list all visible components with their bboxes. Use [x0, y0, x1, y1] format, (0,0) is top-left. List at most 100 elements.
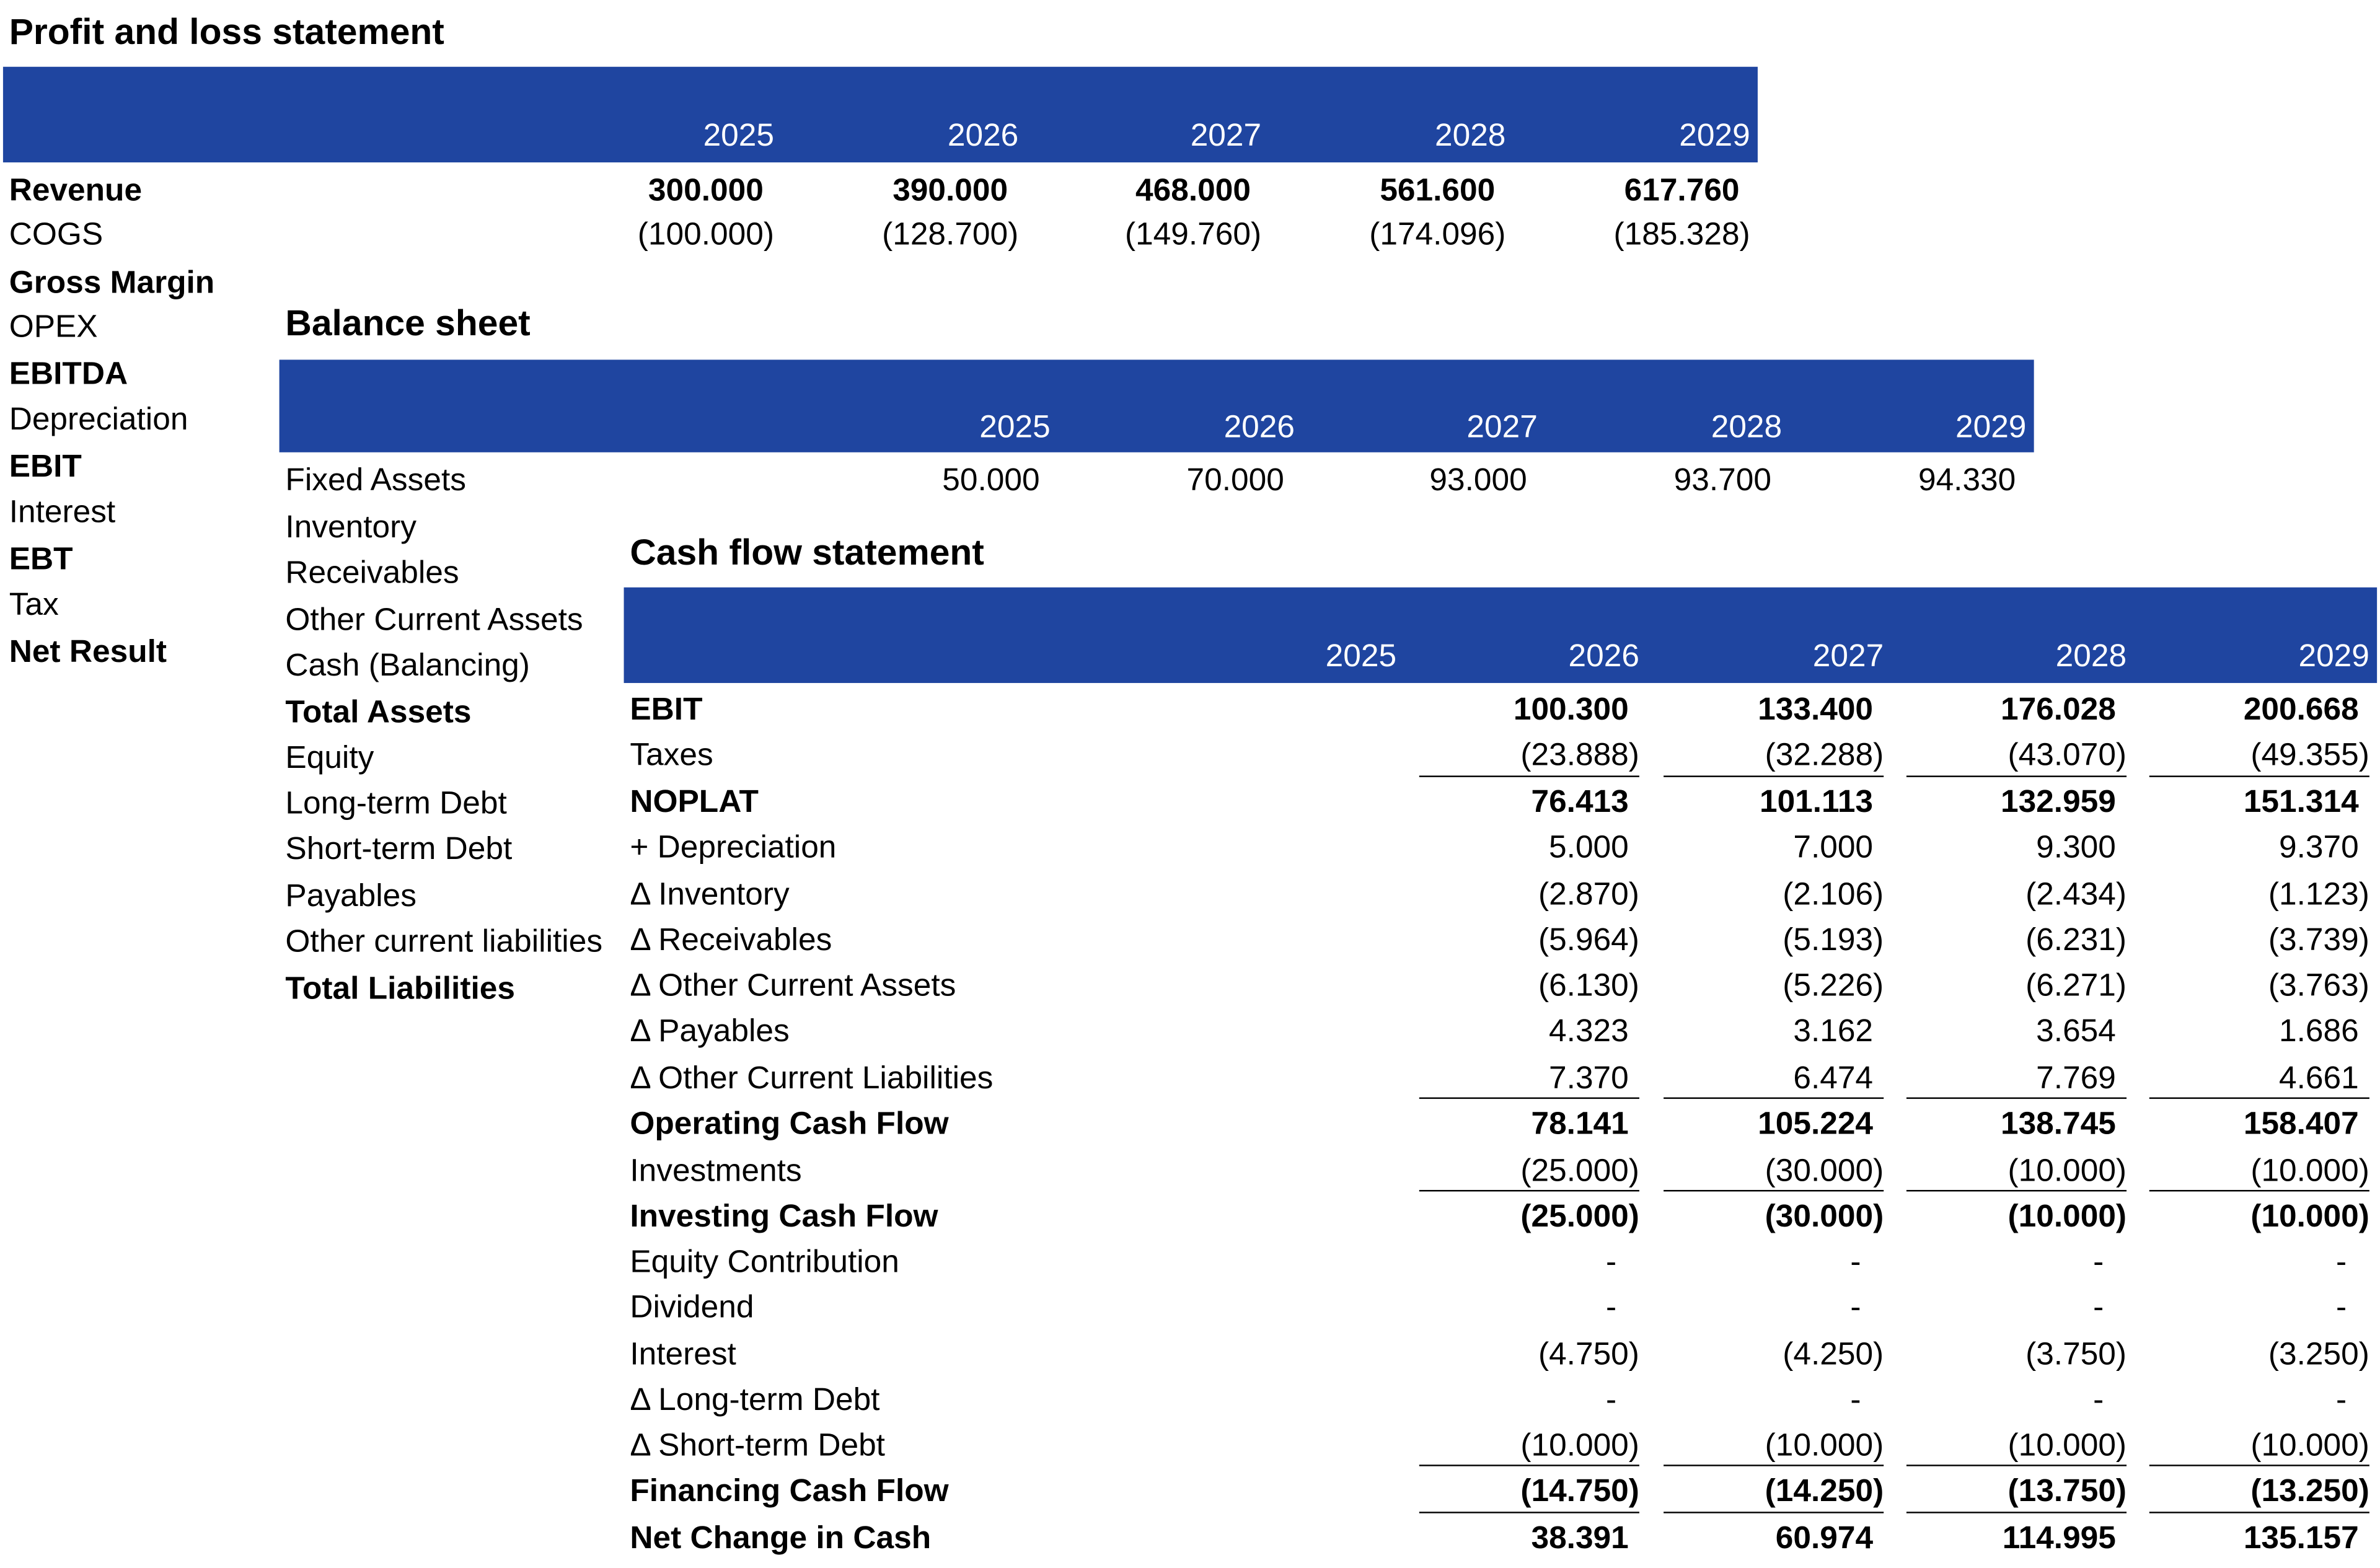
cell-value: 151.314: [2243, 785, 2359, 820]
row-label: NOPLAT: [630, 785, 759, 820]
year-header: 2028: [1434, 118, 1506, 154]
cell-value: -: [2093, 1290, 2104, 1325]
cell-value: -: [2336, 1244, 2347, 1280]
row-label: Revenue: [9, 173, 143, 208]
cell-value: -: [2336, 1383, 2347, 1418]
cell-value: (43.070): [2008, 738, 2127, 773]
year-header: 2028: [2055, 639, 2127, 674]
row-label: Receivables: [285, 555, 459, 591]
cell-value: (3.250): [2268, 1337, 2369, 1372]
cell-value: (25.000): [1520, 1153, 1639, 1189]
cell-value: (149.760): [1124, 217, 1262, 252]
row-label: Fixed Assets: [285, 462, 466, 498]
year-header: 2029: [2298, 639, 2369, 674]
header-bar: [279, 359, 2034, 452]
cell-value: (14.750): [1520, 1473, 1639, 1509]
cell-value: 9.370: [2279, 830, 2359, 865]
cell-value: -: [2336, 1290, 2347, 1325]
cell-value: (3.750): [2025, 1337, 2127, 1372]
rule: [1664, 775, 1884, 777]
year-header: 2029: [1955, 410, 2027, 445]
year-header: 2028: [1711, 410, 1783, 445]
cell-value: 94.330: [1918, 462, 2016, 498]
row-label: Inventory: [285, 509, 416, 545]
cell-value: 390.000: [892, 173, 1008, 208]
row-label: Equity: [285, 741, 374, 776]
cell-value: 5.000: [1549, 830, 1629, 865]
cell-value: (1.123): [2268, 877, 2369, 912]
cell-value: (23.888): [1520, 738, 1639, 773]
cell-value: 60.974: [1775, 1520, 1874, 1556]
row-label: Total Assets: [285, 695, 472, 730]
row-label: Short-term Debt: [285, 832, 513, 867]
rule: [1419, 1512, 1639, 1513]
cell-value: (6.130): [1538, 968, 1639, 1003]
row-label: Financing Cash Flow: [630, 1473, 949, 1509]
row-label: Interest: [630, 1337, 736, 1372]
year-header: 2026: [1223, 410, 1295, 445]
cell-value: 76.413: [1531, 785, 1629, 820]
cell-value: 1.686: [2279, 1013, 2359, 1049]
cell-value: (10.000): [1520, 1428, 1639, 1463]
rule: [1906, 1464, 2127, 1466]
cell-value: 135.157: [2243, 1520, 2359, 1556]
panel-background: [624, 525, 2380, 1568]
row-label: Δ Other Current Liabilities: [630, 1060, 994, 1096]
cell-value: -: [1606, 1244, 1617, 1280]
row-label: Other Current Assets: [285, 602, 583, 638]
cell-value: 4.323: [1549, 1013, 1629, 1049]
cell-value: 100.300: [1513, 692, 1629, 728]
year-header: 2027: [1812, 639, 1884, 674]
row-label: EBIT: [9, 449, 82, 485]
cell-value: (2.434): [2025, 877, 2127, 912]
cell-value: 93.700: [1673, 462, 1771, 498]
row-label: + Depreciation: [630, 830, 837, 865]
cell-value: 4.661: [2279, 1060, 2359, 1096]
row-label: Dividend: [630, 1290, 754, 1325]
cell-value: (3.739): [2268, 922, 2369, 958]
row-label: Cash (Balancing): [285, 648, 530, 684]
cell-value: (10.000): [2008, 1199, 2127, 1235]
cell-value: (32.288): [1765, 738, 1884, 773]
row-label: COGS: [9, 217, 104, 252]
year-header: 2025: [703, 118, 774, 154]
cell-value: 70.000: [1186, 462, 1284, 498]
cell-value: -: [1606, 1290, 1617, 1325]
cell-value: (13.250): [2250, 1473, 2369, 1509]
cell-value: (49.355): [2250, 738, 2369, 773]
rule: [1419, 1190, 1639, 1192]
rule: [1664, 1097, 1884, 1099]
cell-value: 617.760: [1624, 173, 1740, 208]
rule: [1906, 1097, 2127, 1099]
cell-value: (4.250): [1783, 1337, 1884, 1372]
row-label: EBIT: [630, 692, 703, 728]
row-label: Tax: [9, 587, 59, 623]
cell-value: (10.000): [2250, 1153, 2369, 1189]
cell-value: 468.000: [1135, 173, 1251, 208]
row-label: Δ Long-term Debt: [630, 1383, 880, 1418]
cell-value: 50.000: [942, 462, 1040, 498]
row-label: Operating Cash Flow: [630, 1106, 949, 1142]
rule: [1419, 775, 1639, 777]
row-label: Investing Cash Flow: [630, 1199, 938, 1235]
cell-value: 101.113: [1759, 785, 1874, 820]
row-label: Payables: [285, 878, 416, 914]
cell-value: 7.000: [1793, 830, 1874, 865]
year-header: 2027: [1190, 118, 1262, 154]
cell-value: 158.407: [2243, 1106, 2359, 1142]
row-label: Depreciation: [9, 402, 188, 438]
cell-value: 9.300: [2036, 830, 2116, 865]
cell-value: (30.000): [1765, 1199, 1884, 1235]
row-label: Δ Receivables: [630, 922, 832, 958]
row-label: Δ Payables: [630, 1013, 790, 1049]
year-header: 2026: [947, 118, 1019, 154]
cell-value: 6.474: [1793, 1060, 1874, 1096]
year-header: 2025: [979, 410, 1051, 445]
rule: [1906, 775, 2127, 777]
row-label: EBT: [9, 542, 73, 577]
row-label: Total Liabilities: [285, 971, 515, 1006]
cell-value: 7.370: [1549, 1060, 1629, 1096]
cell-value: (10.000): [2008, 1153, 2127, 1189]
cell-value: (10.000): [2008, 1428, 2127, 1463]
cell-value: (4.750): [1538, 1337, 1639, 1372]
